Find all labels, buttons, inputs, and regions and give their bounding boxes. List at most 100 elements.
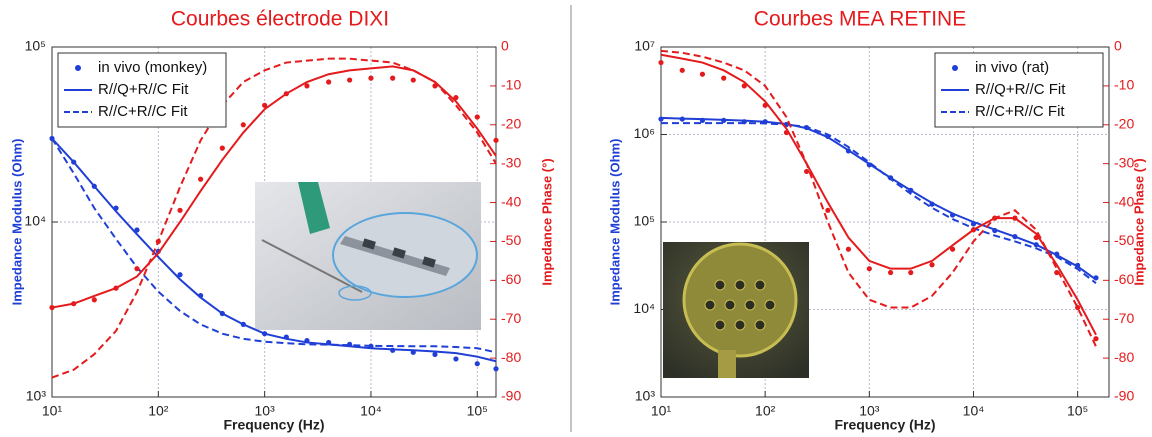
plot-frame [51,46,497,398]
data-point [493,366,499,372]
x-tick-label: 10⁵ [1067,403,1088,419]
fit-curve [661,122,1097,284]
y2-tick-label: 0 [501,38,509,54]
data-point [453,94,459,101]
chart-title: Courbes MEA RETINE [754,8,966,31]
data-point [347,77,353,83]
data-point [474,361,480,367]
fit-curve [660,49,1097,347]
legend-label: R//C+R//C Fit [975,103,1065,120]
x-tick-label: 10⁵ [467,403,488,419]
data-point [453,356,459,362]
plot-frame [660,46,1110,398]
data-point [866,266,872,272]
data-point [91,297,97,303]
legend: in vivo (monkey) R//Q+R//C Fit R//C+R//C F… [57,52,227,128]
mea-photo [663,242,809,378]
y2-tick-label: -30 [501,154,521,170]
y-axis-label: Impedance Modulus (Ohm) [9,139,24,306]
y-tick-label: 10⁷ [634,38,655,54]
data-point [949,246,956,252]
data-point [368,75,374,81]
y-tick-label: 10⁵ [634,213,655,229]
y2-tick-label: -30 [1114,154,1134,170]
y2-tick-label: -70 [1114,310,1134,326]
data-point [219,145,225,151]
data-point [493,137,499,143]
y-tick-label: 10⁴ [633,300,655,316]
data-point [721,75,727,81]
y2-tick-label: -60 [501,271,521,287]
data-point [198,176,204,182]
data-point [390,75,396,81]
x-tick-label: 10³ [859,403,880,419]
y-tick-label: 10⁶ [634,125,655,141]
fit-curve [51,137,497,354]
y2-axis-label: Impedance Phase (°) [1131,158,1146,285]
y2-tick-label: 0 [1114,38,1122,54]
data-point [825,207,831,213]
data-point [845,246,852,252]
y2-tick-label: -10 [501,77,521,93]
electrode-photo [255,182,481,330]
y-tick-label: 10³ [635,388,656,404]
legend-label: in vivo (monkey) [98,59,207,76]
data-point [474,114,480,120]
data-point [908,269,914,276]
data-point [658,59,664,66]
fit-curve [51,137,497,363]
y2-tick-label: -60 [1114,271,1134,287]
data-point [326,79,332,85]
data-point [304,83,310,89]
data-point [134,227,140,233]
y2-tick-label: -50 [1114,232,1134,248]
data-point [929,262,935,268]
data-point [134,266,140,272]
x-axis-label: Frequency (Hz) [223,417,324,433]
y-tick-label: 10³ [26,388,47,404]
y2-tick-label: -20 [1114,115,1134,131]
curves [49,57,499,379]
legend-label: R//Q+R//C Fit [98,81,189,98]
data-point [432,351,438,358]
chart-title: Courbes électrode DIXI [171,8,389,31]
data-point [679,67,685,73]
fit-curve [51,57,497,379]
x-tick-label: 10³ [255,403,276,419]
legend: in vivo (rat) R//Q+R//C Fit R//C+R//C Fit [934,52,1104,128]
data-point [262,102,268,108]
y-tick-label: 10⁴ [24,213,46,229]
x-tick-label: 10² [755,403,776,419]
x-tick-label: 10¹ [651,403,672,419]
data-point [1093,336,1099,342]
legend-label: R//C+R//C Fit [98,103,188,120]
data-point [410,77,416,83]
y2-tick-label: -80 [501,349,521,365]
legend-marker [75,65,81,71]
y2-tick-label: -90 [1114,388,1134,404]
x-tick-label: 10⁴ [360,403,382,419]
data-point [887,269,894,276]
y2-tick-label: -40 [501,193,521,209]
y-tick-label: 10⁵ [25,38,46,54]
legend-label: R//Q+R//C Fit [975,81,1066,98]
y-axis-label: Impedance Modulus (Ohm) [607,139,622,306]
x-axis-label: Frequency (Hz) [834,417,935,433]
data-point [177,207,183,213]
y2-tick-label: -20 [501,115,521,131]
data-point [240,122,246,128]
x-tick-label: 10² [148,403,169,419]
x-tick-label: 10⁴ [963,403,985,419]
y2-tick-label: -10 [1114,77,1134,93]
legend-marker [952,65,958,71]
data-point [699,71,706,77]
legend-label: in vivo (rat) [975,59,1049,76]
y2-tick-label: -90 [501,388,521,404]
y2-tick-label: -50 [501,232,521,248]
y2-tick-label: -40 [1114,193,1134,209]
curves [658,49,1099,347]
x-tick-label: 10¹ [42,403,63,419]
data-point [804,168,810,175]
